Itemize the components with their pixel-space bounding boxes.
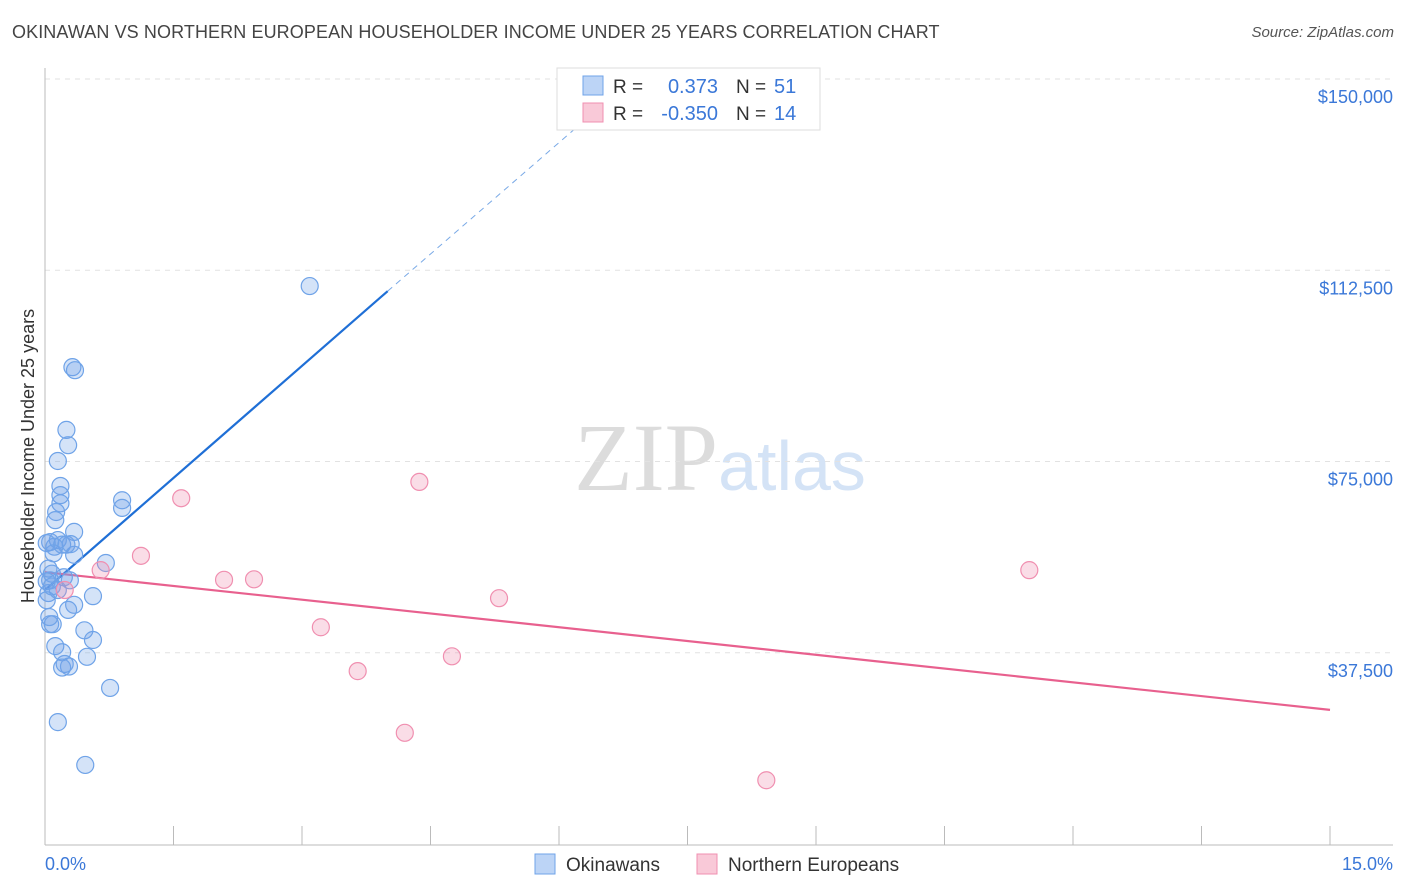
legend-swatch-okinawans (582, 75, 604, 96)
y-tick-label: $150,000 (1318, 87, 1393, 107)
legend-r-label: R = (613, 104, 643, 125)
legend-label-okinawans: Okinawans (566, 855, 660, 876)
x-tick-label: 15.0% (1342, 854, 1393, 874)
okinawan-point (57, 420, 76, 439)
legend-r-label: R = (613, 77, 643, 98)
northern-european-point (757, 771, 776, 790)
legend-swatch-northern-europeans (696, 853, 718, 875)
okinawan-point (51, 494, 70, 513)
northern-european-point (489, 589, 509, 608)
northern-european-point (244, 570, 264, 589)
okinawan-point (59, 657, 79, 676)
okinawan-point (37, 533, 56, 553)
northern-european-point (1020, 561, 1039, 580)
okinawan-point (59, 436, 78, 455)
okinawan-point (63, 358, 82, 377)
okinawan-point (65, 361, 85, 380)
northern-european-point (214, 570, 234, 589)
okinawan-point (46, 511, 65, 530)
legend-r-value: 0.373 (668, 76, 718, 98)
okinawan-point (76, 755, 95, 775)
y-tick-label: $37,500 (1328, 661, 1393, 681)
northern-european-point (348, 662, 367, 681)
okinawan-point (48, 713, 67, 732)
legend-n-label: N = (736, 77, 766, 98)
trend-line (44, 290, 389, 591)
okinawan-point (77, 647, 97, 666)
okinawan-point (40, 607, 59, 627)
source-label: Source: ZipAtlas.com (1251, 24, 1394, 41)
y-tick-label: $112,500 (1319, 278, 1393, 298)
okinawan-point (65, 545, 84, 564)
legend-n-label: N = (736, 104, 766, 125)
okinawan-point (65, 595, 84, 614)
legend-swatch-okinawans (534, 853, 556, 875)
okinawan-point (53, 658, 72, 677)
trend-line (44, 571, 1331, 711)
northern-european-point (410, 472, 429, 491)
okinawan-point (83, 587, 103, 606)
okinawan-point (61, 535, 80, 554)
okinawan-point (60, 571, 79, 590)
legend-n-value: 14 (774, 103, 796, 125)
y-axis-label: Householder Income Under 25 years (18, 309, 38, 603)
okinawan-point (83, 630, 103, 650)
northern-european-point (131, 546, 151, 565)
okinawan-point (37, 572, 56, 591)
legend-n-value: 51 (774, 76, 796, 98)
okinawan-point (112, 491, 132, 510)
okinawan-point (48, 451, 67, 471)
okinawan-point (300, 276, 319, 296)
okinawan-point (59, 600, 78, 620)
northern-european-point (172, 489, 191, 508)
northern-european-point (395, 723, 414, 742)
watermark: ZIPatlas (574, 404, 866, 511)
y-tick-label: $75,000 (1328, 470, 1393, 490)
northern-european-point (55, 580, 74, 600)
chart-title: OKINAWAN VS NORTHERN EUROPEAN HOUSEHOLDE… (12, 22, 940, 42)
northern-european-point (91, 561, 110, 580)
legend-label-northern-europeans: Northern Europeans (728, 855, 899, 876)
okinawan-point (101, 678, 120, 698)
bottom-legend: Okinawans Northern Europeans (534, 853, 899, 876)
okinawan-point (46, 637, 65, 656)
okinawan-point (44, 544, 63, 563)
northern-european-point (311, 618, 330, 637)
legend-box: R = 0.373 N = 51 R = -0.350 N = 14 (556, 67, 821, 131)
northern-european-point (442, 647, 462, 666)
trend-line-extension (387, 119, 586, 292)
okinawan-point (112, 498, 132, 518)
legend-swatch-northern-europeans (582, 102, 604, 123)
legend-r-value: -0.350 (661, 103, 718, 125)
x-tick-label: 0.0% (45, 854, 86, 874)
